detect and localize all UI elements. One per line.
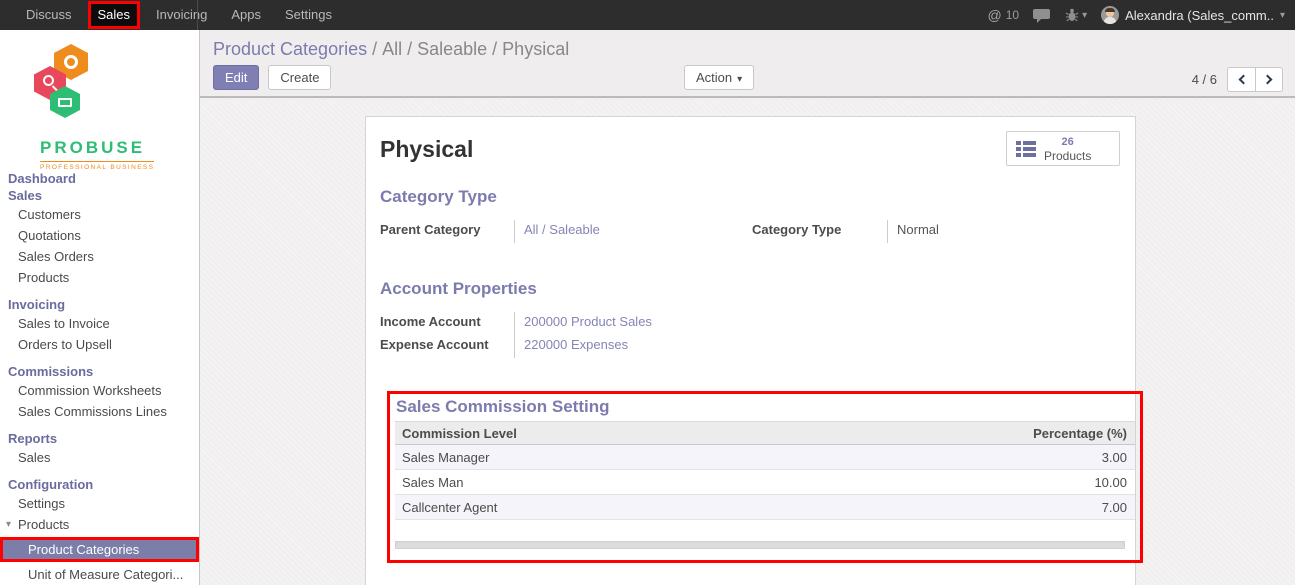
nav-item-invoicing[interactable]: Invoicing	[156, 7, 208, 22]
field-label-parent-category: Parent Category	[380, 222, 481, 237]
field-value-parent-category[interactable]: All / Saleable	[514, 220, 752, 243]
chevron-left-icon	[1238, 74, 1248, 85]
sidebar-item-sales-to-invoice[interactable]: Sales to Invoice	[18, 316, 110, 331]
sidebar-item-label: Product Categories	[28, 542, 140, 557]
cell-percentage: 3.00	[794, 444, 1135, 470]
logo-title: PROBUSE	[40, 138, 146, 157]
table-row[interactable]: Callcenter Agent 7.00	[395, 494, 1135, 520]
chevron-right-icon	[1262, 74, 1273, 85]
commission-table: Commission Level Percentage (%) Sales Ma…	[395, 421, 1135, 520]
caret-down-icon: ▾	[1279, 9, 1285, 21]
pager-previous-button[interactable]	[1227, 67, 1255, 92]
products-count: 26	[1061, 135, 1074, 148]
user-menu[interactable]: Alexandra (Sales_comm.. ▾	[1101, 6, 1285, 24]
company-logo[interactable]: PROBUSE PROFESSIONAL BUSINESS	[0, 30, 199, 171]
breadcrumb-current: All / Saleable / Physical	[382, 39, 570, 59]
horizontal-scrollbar[interactable]	[395, 541, 1125, 549]
systray: @ 10 ▾ Alexandra (Sales_comm.. ▾	[988, 0, 1295, 30]
cell-level: Callcenter Agent	[395, 494, 795, 520]
sidebar-item-sales-orders[interactable]: Sales Orders	[18, 249, 94, 264]
table-row[interactable]: Sales Manager 3.00	[395, 444, 1135, 470]
cell-percentage: 7.00	[794, 494, 1135, 520]
sales-commission-section-highlight: Sales Commission Setting Commission Leve…	[387, 391, 1143, 563]
section-heading-category-type: Category Type	[380, 187, 497, 206]
mention-count: 10	[1005, 8, 1020, 22]
messages-icon[interactable]	[1033, 8, 1051, 23]
sidebar-item-customers[interactable]: Customers	[18, 207, 81, 222]
sidebar-item-quotations[interactable]: Quotations	[18, 228, 81, 243]
field-label-income-account: Income Account	[380, 314, 481, 329]
sidebar-item-orders-to-upsell[interactable]: Orders to Upsell	[18, 337, 112, 352]
field-label-category-type: Category Type	[752, 222, 842, 237]
pager-next-button[interactable]	[1255, 67, 1283, 92]
control-panel: Product Categories / All / Saleable / Phys…	[200, 30, 1295, 98]
products-label: Products	[1044, 148, 1092, 163]
sidebar-item-reports-sales[interactable]: Sales	[18, 450, 51, 465]
mention-at-icon: @	[987, 7, 1002, 23]
column-commission-level[interactable]: Commission Level	[395, 421, 795, 445]
form-sheet: 26 Products Physical Category Type Paren…	[365, 116, 1143, 585]
edit-button[interactable]: Edit	[213, 65, 260, 90]
sidebar-section-configuration[interactable]: Configuration	[8, 477, 94, 492]
sidebar-item-uom-categories[interactable]: Unit of Measure Categori...	[28, 567, 184, 582]
breadcrumb-link-product-categories[interactable]: Product Categories	[213, 39, 368, 59]
caret-down-icon: ▾	[737, 74, 743, 85]
section-heading-sales-commission: Sales Commission Setting	[396, 397, 610, 416]
navbar-divider	[197, 0, 198, 30]
app-menu: Discuss Sales Invoicing Apps Settings	[0, 0, 344, 30]
pager-counter: 4 / 6	[1191, 72, 1217, 87]
chevron-down-icon: ▾	[6, 519, 12, 530]
record-title: Physical	[380, 136, 474, 162]
breadcrumb-separator: /	[372, 39, 378, 59]
section-heading-account-properties: Account Properties	[380, 279, 537, 298]
sidebar: PROBUSE PROFESSIONAL BUSINESS Dashboard …	[0, 30, 200, 585]
sidebar-item-dashboard[interactable]: Dashboard	[8, 171, 76, 186]
sidebar-menu: Dashboard Sales Customers Quotations Sal…	[0, 124, 199, 585]
caret-down-icon: ▾	[1082, 9, 1088, 21]
top-navbar: Discuss Sales Invoicing Apps Settings @ …	[0, 0, 1295, 30]
debug-bug-icon[interactable]: ▾	[1065, 8, 1087, 22]
table-row[interactable]: Sales Man 10.00	[395, 469, 1135, 495]
user-avatar	[1101, 6, 1120, 24]
cell-percentage: 10.00	[794, 469, 1135, 495]
logo-subtitle: PROFESSIONAL BUSINESS	[40, 161, 155, 171]
sidebar-item-product-categories[interactable]: Product Categories	[0, 537, 199, 562]
th-list-icon	[1016, 141, 1036, 157]
sidebar-item-sales[interactable]: Sales	[8, 188, 42, 203]
sidebar-item-label: Products	[18, 517, 70, 532]
sidebar-section-invoicing[interactable]: Invoicing	[8, 297, 66, 312]
breadcrumb: Product Categories / All / Saleable / Phys…	[200, 30, 1295, 60]
field-value-expense-account[interactable]: 220000 Expenses	[514, 335, 752, 358]
sidebar-item-settings[interactable]: Settings	[18, 496, 65, 511]
nav-item-discuss[interactable]: Discuss	[26, 7, 72, 22]
products-stat-button[interactable]: 26 Products	[1006, 131, 1120, 166]
commission-table-header: Commission Level Percentage (%)	[395, 421, 1135, 445]
field-value-category-type: Normal	[887, 220, 1107, 243]
nav-item-settings[interactable]: Settings	[285, 7, 332, 22]
sidebar-section-reports[interactable]: Reports	[8, 431, 58, 446]
create-button[interactable]: Create	[268, 65, 332, 90]
user-name: Alexandra (Sales_comm..	[1125, 7, 1274, 23]
nav-item-apps[interactable]: Apps	[231, 7, 261, 22]
sidebar-item-products[interactable]: Products	[18, 270, 70, 285]
cell-level: Sales Man	[395, 469, 795, 495]
field-value-income-account[interactable]: 200000 Product Sales	[514, 312, 752, 335]
sidebar-item-products-config[interactable]: ▾ Products	[0, 514, 199, 535]
cell-level: Sales Manager	[395, 444, 795, 470]
field-label-expense-account: Expense Account	[380, 337, 489, 352]
nav-item-sales[interactable]: Sales	[87, 1, 141, 29]
mentions-counter[interactable]: @ 10	[988, 7, 1020, 23]
sidebar-item-commission-worksheets[interactable]: Commission Worksheets	[18, 383, 162, 398]
action-dropdown-button[interactable]: Action ▾	[684, 65, 755, 90]
column-percentage[interactable]: Percentage (%)	[794, 421, 1135, 445]
sidebar-item-sales-commissions-lines[interactable]: Sales Commissions Lines	[18, 404, 167, 419]
main-content: 26 Products Physical Category Type Paren…	[200, 100, 1295, 585]
logo-hexagons-icon	[34, 44, 90, 118]
sidebar-section-commissions[interactable]: Commissions	[8, 364, 94, 379]
